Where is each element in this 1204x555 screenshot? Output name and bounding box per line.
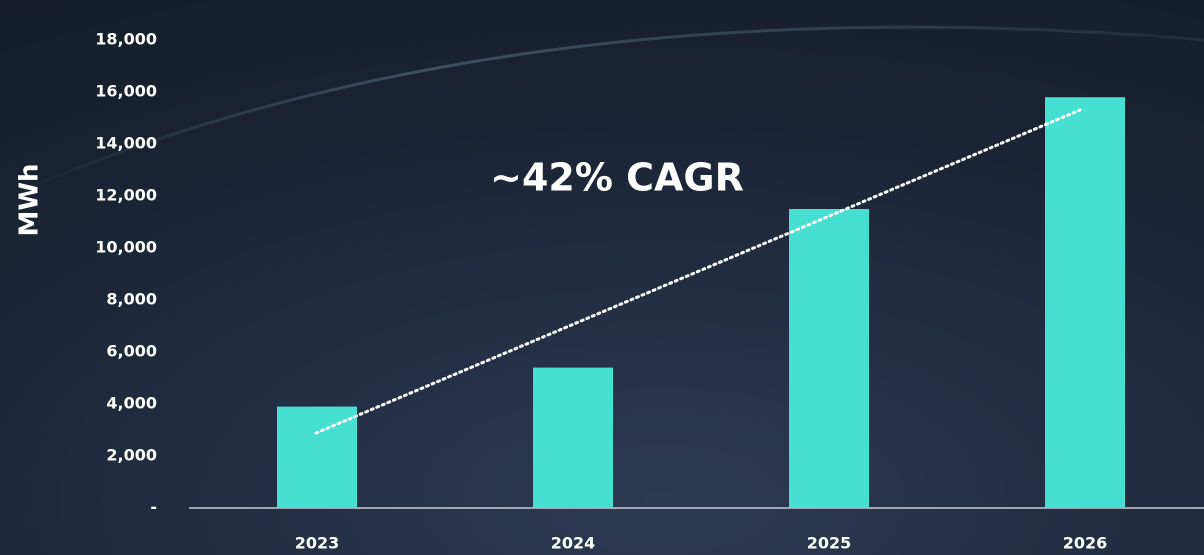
y-tick-label: 8,000	[106, 290, 157, 309]
x-tick-label: 2023	[295, 534, 340, 553]
bar	[277, 406, 357, 508]
y-tick-label: 18,000	[95, 30, 157, 49]
y-tick-label: 14,000	[95, 134, 157, 153]
horizon-glow	[0, 25, 1204, 202]
y-tick-label: 2,000	[106, 446, 157, 465]
trend-line	[314, 108, 1082, 435]
y-tick-label: 10,000	[95, 238, 157, 257]
annotation: ~42% CAGR	[490, 156, 744, 200]
bar	[1045, 97, 1125, 508]
y-tick-label: 4,000	[106, 394, 157, 413]
x-tick-label: 2025	[807, 534, 852, 553]
y-tick-label: 12,000	[95, 186, 157, 205]
y-axis-label: MWh	[15, 163, 45, 236]
y-tick-label: 16,000	[95, 82, 157, 101]
y-tick-label: 6,000	[106, 342, 157, 361]
bar	[789, 209, 869, 508]
x-tick-label: 2024	[551, 534, 596, 553]
x-tick-label: 2026	[1063, 534, 1108, 553]
bar	[533, 367, 613, 508]
y-tick-label: -	[150, 498, 157, 517]
